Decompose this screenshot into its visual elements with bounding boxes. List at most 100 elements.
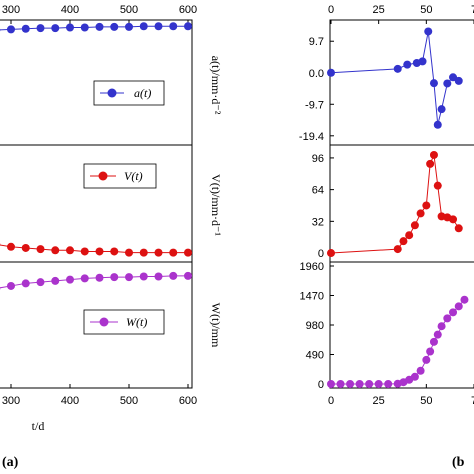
point-left-a	[95, 22, 104, 31]
point-left-w	[139, 272, 148, 281]
legend-w-label: W(t)	[126, 315, 147, 329]
point-left-v	[139, 248, 148, 257]
point-right-w	[355, 380, 364, 388]
point-right-a	[403, 60, 412, 69]
y-label-w: W(t)/mm	[209, 303, 223, 348]
right-y-tick-label: 0	[318, 248, 324, 260]
right-y-tick-label: 1470	[300, 291, 324, 303]
right-y-tick-label: 0.0	[309, 68, 324, 80]
right-y-tick-label: 1960	[300, 261, 324, 273]
point-right-w	[365, 380, 374, 388]
point-right-w	[384, 380, 393, 388]
point-left-a	[125, 22, 133, 31]
series-layer	[0, 22, 469, 388]
point-left-w	[51, 276, 60, 285]
right-y-tick-label: 9.7	[309, 36, 324, 48]
left-bottom-x-ticks: 300 400 500 600	[2, 384, 197, 407]
point-left-v	[95, 247, 104, 256]
right-top-tick-label: 25	[373, 4, 385, 16]
point-right-v	[327, 249, 335, 258]
point-right-w	[416, 366, 425, 375]
legend-a: a(t)	[93, 80, 165, 106]
point-right-v	[433, 181, 442, 190]
point-left-a	[51, 24, 60, 33]
point-left-a	[80, 23, 89, 32]
left-panels	[0, 19, 193, 389]
point-left-w	[110, 273, 119, 282]
left-bottom-tick-label: 600	[179, 395, 197, 407]
point-left-a	[36, 24, 45, 33]
panel-label-b: (b	[452, 455, 465, 470]
right-top-frame	[329, 19, 474, 146]
x-label-left: t/d	[32, 419, 45, 433]
point-left-v	[7, 242, 15, 251]
point-right-w	[426, 347, 435, 356]
right-top-tick-label: 7	[471, 4, 474, 16]
point-right-v	[449, 215, 458, 224]
point-right-a	[454, 76, 463, 85]
right-bottom-tick-label: 0	[328, 395, 334, 407]
point-left-v	[169, 248, 178, 257]
point-right-v	[405, 231, 414, 240]
right-top-tick-label: 50	[420, 4, 432, 16]
point-right-v	[429, 150, 438, 159]
point-right-w	[429, 337, 438, 346]
point-right-w	[433, 330, 442, 339]
point-right-w	[437, 322, 446, 331]
right-y-tick-label: 980	[306, 320, 324, 332]
right-top-tick-label: 0	[328, 4, 334, 16]
left-bottom-frame	[0, 261, 193, 389]
point-left-v	[36, 245, 45, 254]
left-top-x-ticks: 300 400 500 600	[2, 4, 197, 24]
point-right-a	[443, 79, 452, 88]
right-bottom-tick-label: 25	[373, 395, 385, 407]
legend-a-marker	[107, 88, 117, 98]
legend-v-label: V(t)	[124, 169, 143, 183]
panel-label-a: (a)	[2, 455, 19, 470]
point-right-w	[460, 295, 469, 304]
right-y-tick-label: 0	[318, 379, 324, 391]
point-left-w	[21, 279, 30, 288]
point-right-w	[410, 372, 419, 381]
point-left-a	[139, 22, 148, 31]
point-right-w	[449, 308, 458, 317]
point-right-a	[393, 64, 402, 73]
point-left-v	[51, 246, 60, 255]
right-bottom-tick-label: 50	[420, 395, 432, 407]
point-left-w	[125, 273, 133, 282]
point-left-w	[66, 275, 74, 284]
point-left-a	[21, 24, 30, 33]
left-bottom-tick-label: 300	[2, 395, 20, 407]
point-left-w	[7, 281, 15, 290]
point-left-v	[110, 247, 119, 256]
legend-w-marker	[99, 317, 109, 327]
legend-a-label: a(t)	[134, 86, 151, 100]
point-right-w	[422, 355, 431, 364]
point-left-v	[154, 248, 163, 257]
point-left-a	[66, 23, 74, 32]
right-top-x-ticks: 0 25 50 7	[328, 4, 474, 24]
point-left-v	[66, 246, 74, 255]
left-top-tick-label: 600	[179, 4, 197, 16]
point-left-v	[184, 248, 192, 257]
legend-v-marker	[98, 171, 108, 181]
legend-w: W(t)	[83, 309, 165, 335]
point-left-w	[36, 278, 45, 287]
point-right-w	[443, 314, 452, 323]
point-left-w	[169, 271, 178, 280]
left-top-tick-label: 400	[61, 4, 79, 16]
series-line-right-v	[330, 153, 460, 254]
point-right-a	[418, 57, 427, 66]
point-right-w	[346, 380, 355, 388]
y-label-a: a(t)/mm·d⁻²	[209, 56, 223, 115]
point-right-a	[433, 120, 442, 129]
series-line-right-w	[331, 299, 465, 385]
point-right-v	[426, 159, 435, 168]
point-left-v	[21, 243, 30, 252]
point-right-a	[424, 27, 433, 36]
left-top-tick-label: 300	[2, 4, 20, 16]
point-right-a	[429, 79, 438, 88]
right-y-tick-label: 32	[312, 216, 324, 228]
